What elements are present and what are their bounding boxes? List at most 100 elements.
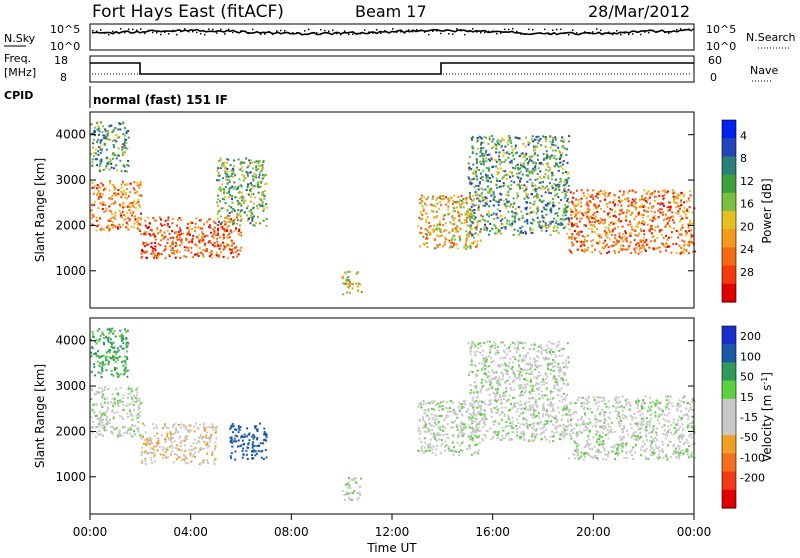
data-cell [150,234,152,236]
data-cell [480,420,482,422]
data-cell [539,434,541,436]
data-cell [440,231,442,233]
data-cell [619,201,621,203]
data-cell [99,338,101,340]
data-cell [550,420,552,422]
data-cell [488,167,490,169]
data-cell [657,203,659,205]
data-cell [342,276,344,278]
data-cell [178,456,180,458]
data-cell [680,228,682,230]
data-cell [654,239,656,241]
data-cell [202,233,204,235]
data-cell [555,356,557,358]
data-cell [501,419,503,421]
data-cell [480,240,482,242]
data-cell [680,201,682,203]
data-cell [452,442,454,444]
data-cell [137,185,139,187]
data-cell [474,351,476,353]
data-cell [253,438,255,440]
data-cell [472,148,474,150]
data-cell [130,212,132,214]
data-cell [476,179,478,181]
data-cell [140,218,142,220]
data-cell [130,413,132,415]
data-cell [519,188,521,190]
data-cell [188,233,190,235]
data-cell [127,183,129,185]
data-cell [226,192,228,194]
data-cell [105,165,107,167]
data-cell [114,356,116,358]
data-cell [511,172,513,174]
data-cell [470,353,472,355]
data-cell [109,180,111,182]
data-cell [192,238,194,240]
data-cell [509,220,511,222]
data-cell [661,203,663,205]
data-cell [123,190,125,192]
data-cell [536,146,538,148]
data-cell [425,221,427,223]
data-cell [121,187,123,189]
data-cell [128,195,130,197]
data-cell [189,241,191,243]
data-cell [123,409,125,411]
data-cell [116,368,118,370]
data-cell [117,411,119,413]
data-cell [444,417,446,419]
data-cell [233,181,235,183]
data-cell [456,442,458,444]
noise-dot [292,32,294,34]
data-cell [206,442,208,444]
data-cell [434,422,436,424]
data-cell [92,409,94,411]
data-cell [123,348,125,350]
noise-dot [100,29,102,31]
data-cell [183,458,185,460]
data-cell [479,195,481,197]
data-cell [235,246,237,248]
data-cell [566,433,568,435]
data-cell [105,336,107,338]
data-cell [631,229,633,231]
freq-left-tick-bottom: 8 [60,71,67,84]
data-cell [145,463,147,465]
data-cell [467,236,469,238]
data-cell [127,404,129,406]
data-cell [545,214,547,216]
data-cell [214,227,216,229]
data-cell [232,168,234,170]
noise-dot [608,32,610,33]
data-cell [423,413,425,415]
data-cell [490,408,492,410]
data-cell [433,409,435,411]
data-cell [185,428,187,430]
data-cell [485,150,487,152]
data-cell [490,346,492,348]
data-cell [477,223,479,225]
data-cell [149,222,151,224]
data-cell [557,426,559,428]
data-cell [231,452,233,454]
data-cell [423,210,425,212]
data-cell [591,221,593,223]
data-cell [498,143,500,145]
data-cell [430,204,432,206]
data-cell [206,453,208,455]
data-cell [111,398,113,400]
data-cell [149,443,151,445]
data-cell [95,152,97,154]
data-cell [480,407,482,409]
data-cell [422,236,424,238]
noise-left-label: N.Sky [4,32,36,45]
data-cell [430,446,432,448]
data-cell [461,442,463,444]
data-cell [220,157,222,159]
data-cell [663,189,665,191]
data-cell [175,242,177,244]
data-cell [104,389,106,391]
data-cell [444,441,446,443]
data-cell [194,226,196,228]
